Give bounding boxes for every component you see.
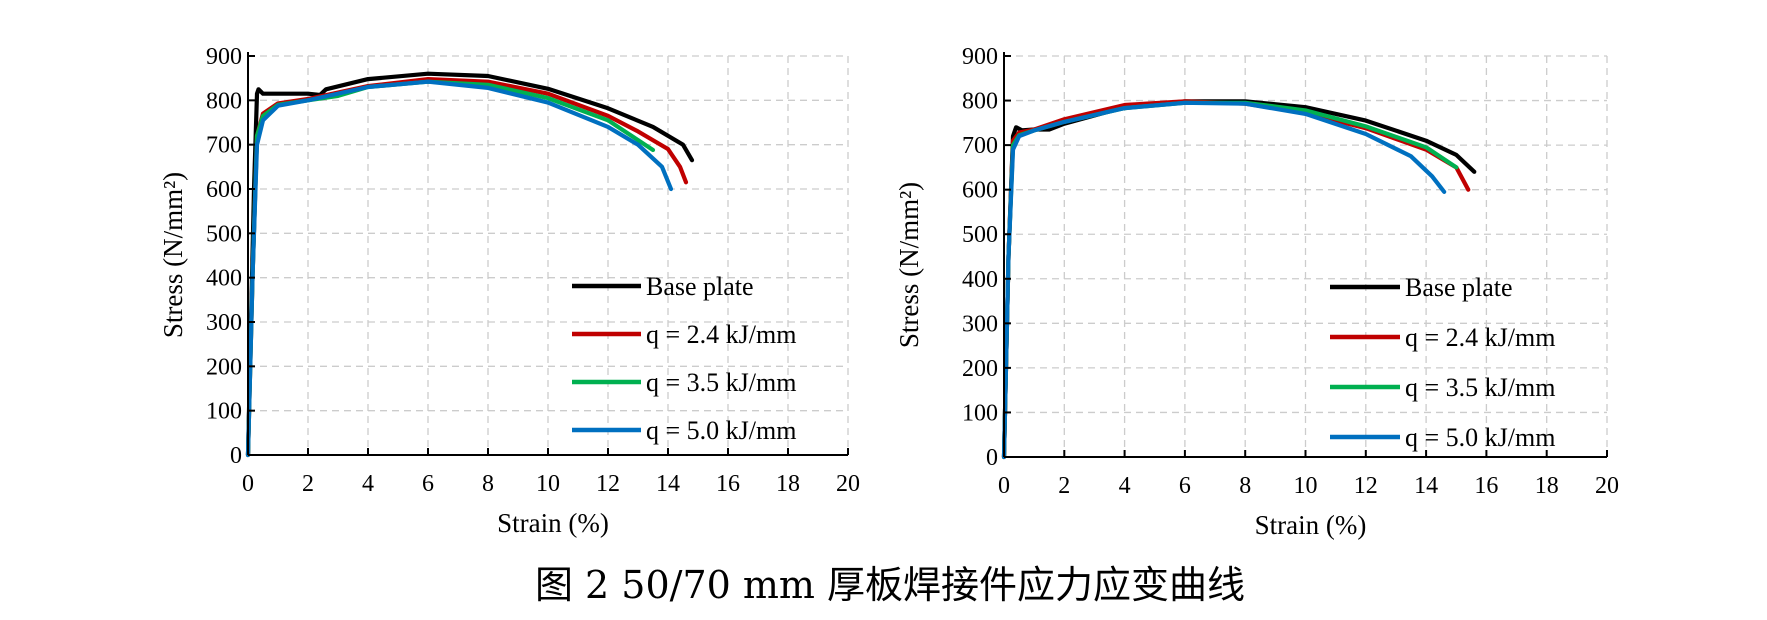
y-tick-label: 200 <box>206 354 242 380</box>
x-tick-label: 16 <box>716 471 740 497</box>
y-tick-label: 600 <box>206 177 242 203</box>
y-tick-label: 100 <box>962 400 998 426</box>
x-tick-label: 6 <box>1179 473 1191 499</box>
y-tick-label: 900 <box>206 44 242 70</box>
y-axis-title: Stress (N/mm²) <box>158 172 188 338</box>
y-tick-label: 700 <box>962 133 998 159</box>
x-tick-label: 10 <box>1294 473 1318 499</box>
y-tick-label: 400 <box>962 267 998 293</box>
x-axis-title: Strain (%) <box>1255 510 1367 540</box>
y-tick-label: 300 <box>962 311 998 337</box>
y-tick-label: 100 <box>206 399 242 425</box>
y-tick-label: 500 <box>206 221 242 247</box>
chart-left: 0 2 4 6 8 10 12 14 16 18 2001002003004005006007008… <box>158 44 860 538</box>
legend-label: q = 5.0 kJ/mm <box>646 416 796 445</box>
y-tick-label: 400 <box>206 266 242 292</box>
x-tick-label: 14 <box>1414 473 1438 499</box>
x-tick-label: 0 <box>242 471 254 497</box>
x-tick-label: 12 <box>596 471 620 497</box>
x-tick-label: 8 <box>1239 473 1251 499</box>
y-tick-label: 0 <box>230 443 242 469</box>
legend-label: q = 5.0 kJ/mm <box>1405 423 1555 452</box>
x-tick-label: 14 <box>656 471 680 497</box>
x-axis-title: Strain (%) <box>497 508 609 538</box>
x-tick-label: 8 <box>482 471 494 497</box>
y-tick-label: 300 <box>206 310 242 336</box>
x-tick-label: 20 <box>836 471 860 497</box>
legend-label: q = 2.4 kJ/mm <box>646 320 796 349</box>
series-line-3 <box>245 79 656 458</box>
x-tick-label: 6 <box>422 471 434 497</box>
y-tick-label: 200 <box>962 356 998 382</box>
legend-label: q = 3.5 kJ/mm <box>1405 373 1555 402</box>
x-tick-label: 0 <box>998 473 1010 499</box>
y-tick-label: 0 <box>986 445 998 471</box>
y-tick-label: 500 <box>962 222 998 248</box>
x-tick-label: 2 <box>1058 473 1070 499</box>
series-line-4 <box>1001 100 1447 460</box>
series-line-1 <box>245 71 695 458</box>
figure-caption: 图 2 50/70 mm 厚板焊接件应力应变曲线 <box>535 563 1245 607</box>
legend-label: Base plate <box>1405 273 1513 302</box>
x-tick-label: 18 <box>776 471 800 497</box>
x-tick-label: 4 <box>1119 473 1131 499</box>
x-tick-label: 10 <box>536 471 560 497</box>
y-axis-title: Stress (N/mm²) <box>894 182 924 348</box>
chart-right: 0 2 4 6 8 10 12 14 16 18 2001002003004005006007008… <box>894 44 1619 540</box>
series-line-3 <box>1001 100 1459 460</box>
x-tick-label: 2 <box>302 471 314 497</box>
x-tick-label: 20 <box>1595 473 1619 499</box>
x-tick-label: 18 <box>1535 473 1559 499</box>
y-tick-label: 800 <box>962 89 998 115</box>
y-tick-label: 900 <box>962 44 998 70</box>
legend-label: q = 2.4 kJ/mm <box>1405 323 1555 352</box>
x-tick-label: 4 <box>362 471 374 497</box>
y-tick-label: 800 <box>206 88 242 114</box>
x-tick-label: 12 <box>1354 473 1378 499</box>
legend-label: Base plate <box>646 272 754 301</box>
series-line-4 <box>245 79 674 458</box>
legend-label: q = 3.5 kJ/mm <box>646 368 796 397</box>
x-tick-label: 16 <box>1474 473 1498 499</box>
y-tick-label: 600 <box>962 178 998 204</box>
y-tick-label: 700 <box>206 133 242 159</box>
